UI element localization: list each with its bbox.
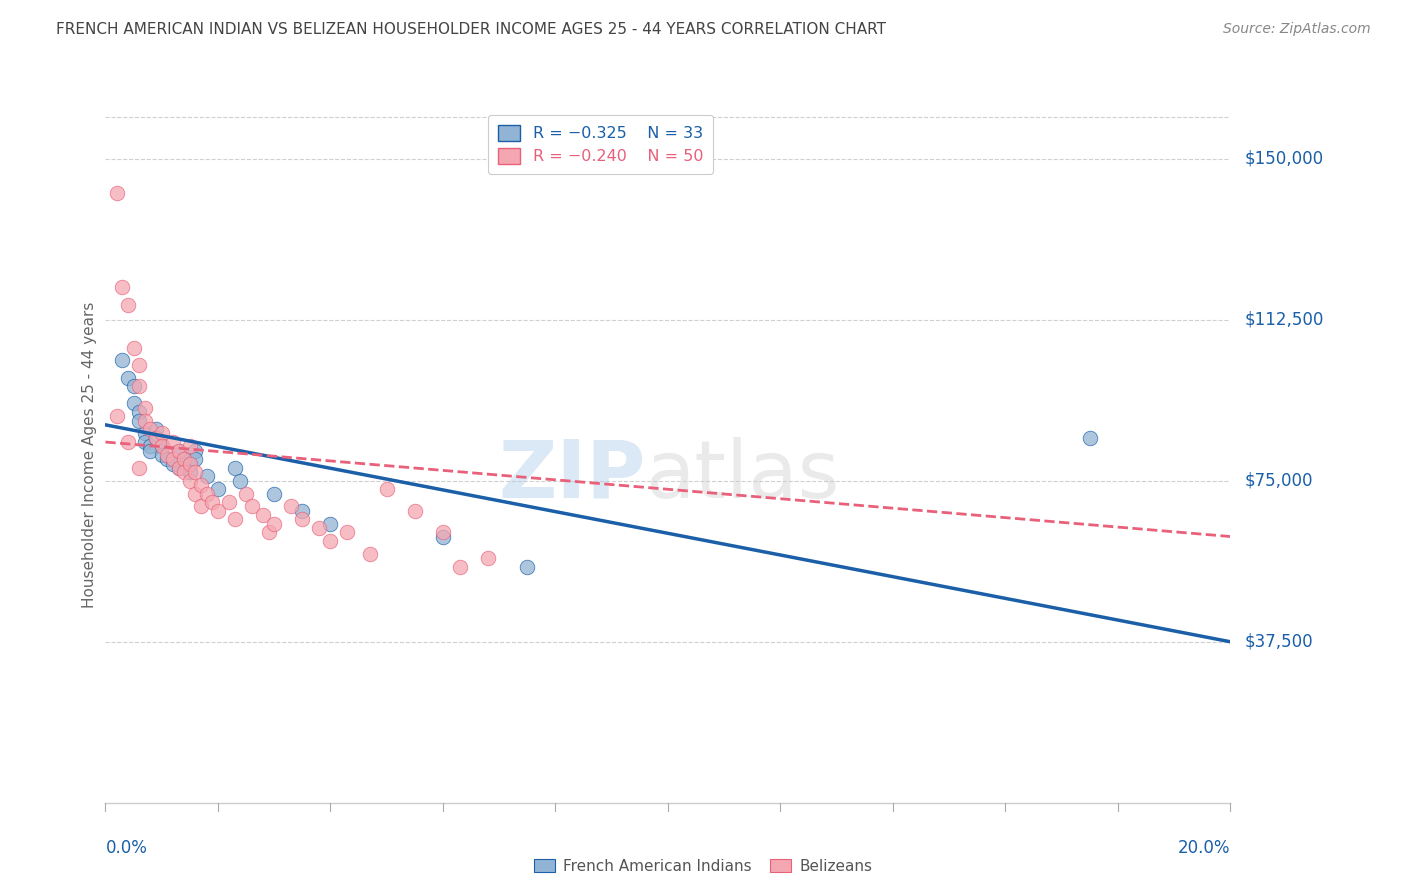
Point: [179, 457, 201, 471]
Text: Source: ZipAtlas.com: Source: ZipAtlas.com: [1223, 22, 1371, 37]
Point: [179, 457, 201, 471]
Point: [139, 439, 162, 453]
Point: [359, 547, 381, 561]
Point: [117, 370, 139, 384]
Point: [235, 486, 257, 500]
Point: [128, 379, 150, 393]
Point: [134, 426, 156, 441]
Point: [139, 443, 162, 458]
Point: [167, 443, 190, 458]
Point: [207, 504, 229, 518]
Point: [190, 500, 212, 514]
Point: [195, 486, 218, 500]
Text: ZIP: ZIP: [498, 437, 645, 515]
Point: [449, 559, 471, 574]
Point: [150, 426, 173, 441]
Point: [139, 422, 162, 436]
Point: [162, 452, 184, 467]
Point: [105, 409, 128, 424]
Point: [117, 297, 139, 311]
Point: [190, 478, 212, 492]
Point: [404, 504, 426, 518]
Point: [516, 559, 538, 574]
Point: [122, 396, 145, 410]
Point: [134, 413, 156, 427]
Point: [263, 516, 285, 531]
Point: [134, 435, 156, 450]
Point: [195, 469, 218, 483]
Point: [229, 474, 252, 488]
Point: [184, 465, 207, 479]
Point: [167, 443, 190, 458]
Point: [145, 431, 167, 445]
Legend: R = −0.325    N = 33, R = −0.240    N = 50: R = −0.325 N = 33, R = −0.240 N = 50: [488, 115, 713, 174]
Point: [1078, 431, 1101, 445]
Point: [167, 460, 190, 475]
Point: [173, 452, 195, 467]
Point: [150, 448, 173, 462]
Point: [128, 413, 150, 427]
Point: [257, 525, 280, 540]
Point: [111, 280, 134, 294]
Text: $112,500: $112,500: [1244, 310, 1323, 328]
Point: [432, 525, 454, 540]
Point: [240, 500, 263, 514]
Point: [280, 500, 302, 514]
Point: [201, 495, 224, 509]
Point: [162, 435, 184, 450]
Point: [184, 452, 207, 467]
Text: $150,000: $150,000: [1244, 150, 1323, 168]
Point: [184, 486, 207, 500]
Point: [224, 460, 246, 475]
Point: [117, 435, 139, 450]
Point: [173, 465, 195, 479]
Point: [252, 508, 274, 522]
Point: [207, 483, 229, 497]
Point: [308, 521, 330, 535]
Point: [122, 341, 145, 355]
Point: [150, 439, 173, 453]
Point: [218, 495, 240, 509]
Point: [162, 457, 184, 471]
Text: $75,000: $75,000: [1244, 472, 1313, 490]
Point: [128, 358, 150, 372]
Text: atlas: atlas: [645, 437, 839, 515]
Point: [179, 439, 201, 453]
Point: [134, 401, 156, 415]
Point: [319, 533, 342, 548]
Point: [291, 504, 314, 518]
Point: [156, 452, 179, 467]
Point: [179, 474, 201, 488]
Point: [477, 551, 499, 566]
Point: [432, 529, 454, 543]
Point: [128, 405, 150, 419]
Text: 0.0%: 0.0%: [105, 838, 148, 857]
Text: $37,500: $37,500: [1244, 632, 1313, 651]
Point: [291, 512, 314, 526]
Point: [184, 443, 207, 458]
Point: [224, 512, 246, 526]
Point: [128, 460, 150, 475]
Text: FRENCH AMERICAN INDIAN VS BELIZEAN HOUSEHOLDER INCOME AGES 25 - 44 YEARS CORRELA: FRENCH AMERICAN INDIAN VS BELIZEAN HOUSE…: [56, 22, 886, 37]
Point: [263, 486, 285, 500]
Text: 20.0%: 20.0%: [1178, 838, 1230, 857]
Y-axis label: Householder Income Ages 25 - 44 years: Householder Income Ages 25 - 44 years: [82, 301, 97, 608]
Point: [375, 483, 398, 497]
Point: [145, 431, 167, 445]
Point: [150, 439, 173, 453]
Point: [179, 465, 201, 479]
Point: [111, 353, 134, 368]
Point: [122, 379, 145, 393]
Point: [173, 452, 195, 467]
Point: [167, 460, 190, 475]
Legend: French American Indians, Belizeans: French American Indians, Belizeans: [527, 853, 879, 880]
Point: [105, 186, 128, 200]
Point: [336, 525, 359, 540]
Point: [156, 448, 179, 462]
Point: [145, 422, 167, 436]
Point: [319, 516, 342, 531]
